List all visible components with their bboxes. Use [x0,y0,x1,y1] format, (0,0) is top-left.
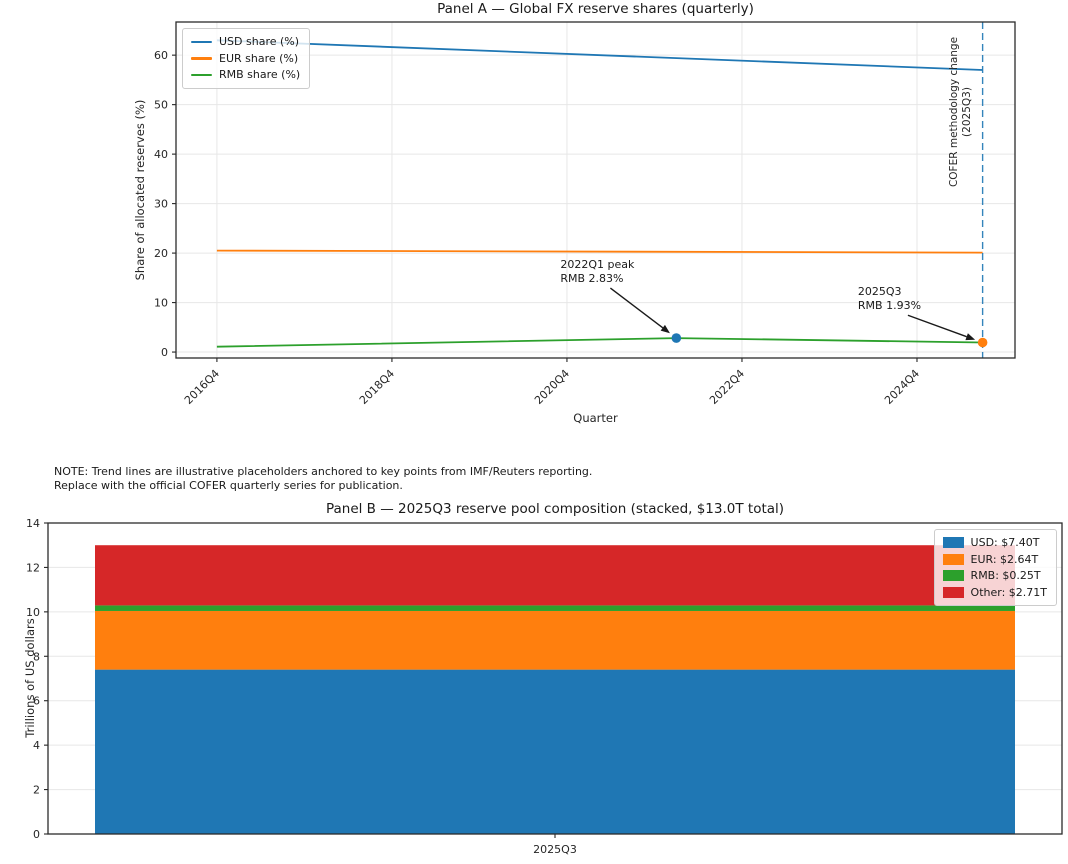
legend-swatch-eur [942,553,964,565]
marker-2022q1 [671,333,682,343]
annotation-2022q1-peak: 2022Q1 peak RMB 2.83% [560,258,634,285]
legend-swatch-usd [942,537,964,549]
annotation-2025q3-line: RMB 1.93% [857,298,922,312]
annotation-2025q3-line: 2025Q3 [857,285,902,299]
panel-a-ylabel: Share of allocated reserves (%) [133,99,147,281]
bar-segment-rmb [95,605,1015,611]
legend-swatch-rmb [942,570,964,582]
bar-segment-usd [95,669,1015,834]
legend-item-eur-share: EUR share (%) [191,52,300,66]
annotation-2022q1-peak-line: RMB 2.83% [560,271,624,285]
bar-segment-other [95,545,1015,606]
x-tick-label: 2020Q4 [532,367,572,407]
y-tick-label: 2 [33,784,40,797]
figure-note: NOTE: Trend lines are illustrative place… [54,465,592,493]
y-tick-label: 30 [154,198,168,211]
y-tick-label: 4 [33,739,40,752]
legend-label-eur: EUR: $2.64T [970,552,1039,566]
legend-item-rmb: RMB: $0.25T [942,569,1047,583]
legend-label-usd-share: USD share (%) [219,35,300,48]
cofer-vline-label: COFER methodology change (2025Q3) [948,37,974,187]
y-tick-label: 60 [154,49,168,62]
y-tick-label: 14 [26,517,40,530]
y-tick-label: 8 [33,650,40,663]
legend-swatch-usd-share [191,40,212,43]
cofer-vline-label-line2: (2025Q3) [960,87,973,137]
x-tick-label: 2018Q4 [357,367,397,407]
panel-b-spine [47,522,1063,835]
annotation-arrow [609,287,664,329]
legend-label-usd: USD: $7.40T [970,536,1040,549]
legend-swatch-eur-share [191,57,212,60]
y-tick-label: 12 [26,561,40,574]
legend-label-rmb-share: RMB share (%) [219,68,301,81]
annotation-arrow [907,314,967,338]
figure-note-line1: NOTE: Trend lines are illustrative place… [54,465,593,478]
legend-item-usd-share: USD share (%) [191,35,300,49]
panel-a-legend: USD share (%) EUR share (%) RMB share (%) [182,28,311,89]
usd-share-line [216,39,983,71]
annotation-arrowhead [660,324,670,334]
panel-b-legend: USD: $7.40T EUR: $2.64T RMB: $0.25T Other: … [933,529,1057,606]
bar-segment-eur [95,610,1015,670]
y-tick-label: 40 [154,148,168,161]
panel-b-plot-area: 0 2 4 6 8 10 12 14 2025Q3 USD: $7.40T EUR: $2.64T… [26,517,1063,856]
legend-item-eur: EUR: $2.64T [942,552,1047,567]
legend-swatch-rmb-share [191,73,212,76]
y-tick-label: 6 [33,695,40,708]
panel-a: Panel A — Global FX reserve shares (quar… [133,1,1016,425]
panel-b: Panel B — 2025Q3 reserve pool compositio… [0,495,1068,864]
annotation-2025q3: 2025Q3 RMB 1.93% [858,285,921,312]
panel-b-title: Panel B — 2025Q3 reserve pool compositio… [325,501,785,517]
panel-a-plot-area: 0 10 20 30 40 50 60 2016Q4 2018Q4 2020Q4 2022Q4 202… [154,21,1016,407]
legend-label-eur-share: EUR share (%) [219,51,299,65]
panel-a-xlabel: Quarter [573,411,618,425]
legend-item-usd: USD: $7.40T [942,536,1047,550]
legend-label-rmb: RMB: $0.25T [970,569,1041,582]
rmb-share-line [216,337,983,348]
y-tick-label: 0 [33,828,40,841]
panel-a-spine [175,21,1016,359]
panel-b-ylabel: Trillions of US dollars [23,618,37,738]
x-tick-label: 2016Q4 [182,367,222,407]
marker-2025q3 [977,337,988,348]
eur-share-line [216,249,983,254]
y-tick-label: 20 [154,247,168,260]
annotation-2022q1-peak-line: 2022Q1 peak [560,258,635,272]
legend-swatch-other [942,586,964,598]
y-tick-label: 0 [161,346,168,359]
y-tick-label: 50 [154,99,168,112]
legend-label-other: Other: $2.71T [970,585,1047,599]
x-tick-label: 2022Q4 [707,367,747,407]
y-tick-label: 10 [154,297,168,310]
x-tick-label: 2025Q3 [533,843,577,856]
cofer-vline-label-line1: COFER methodology change [947,36,960,188]
figure-note-line2: Replace with the official COFER quarterl… [54,479,403,492]
legend-item-rmb-share: RMB share (%) [191,68,300,82]
annotation-arrowhead [965,333,976,341]
x-tick-label: 2024Q4 [882,367,922,407]
panel-b-chart-svg: 0 2 4 6 8 10 12 14 2025Q3 [26,517,1063,856]
legend-item-other: Other: $2.71T [942,585,1047,600]
y-tick-label: 10 [26,606,40,619]
panel-a-title: Panel A — Global FX reserve shares (quar… [437,1,754,17]
